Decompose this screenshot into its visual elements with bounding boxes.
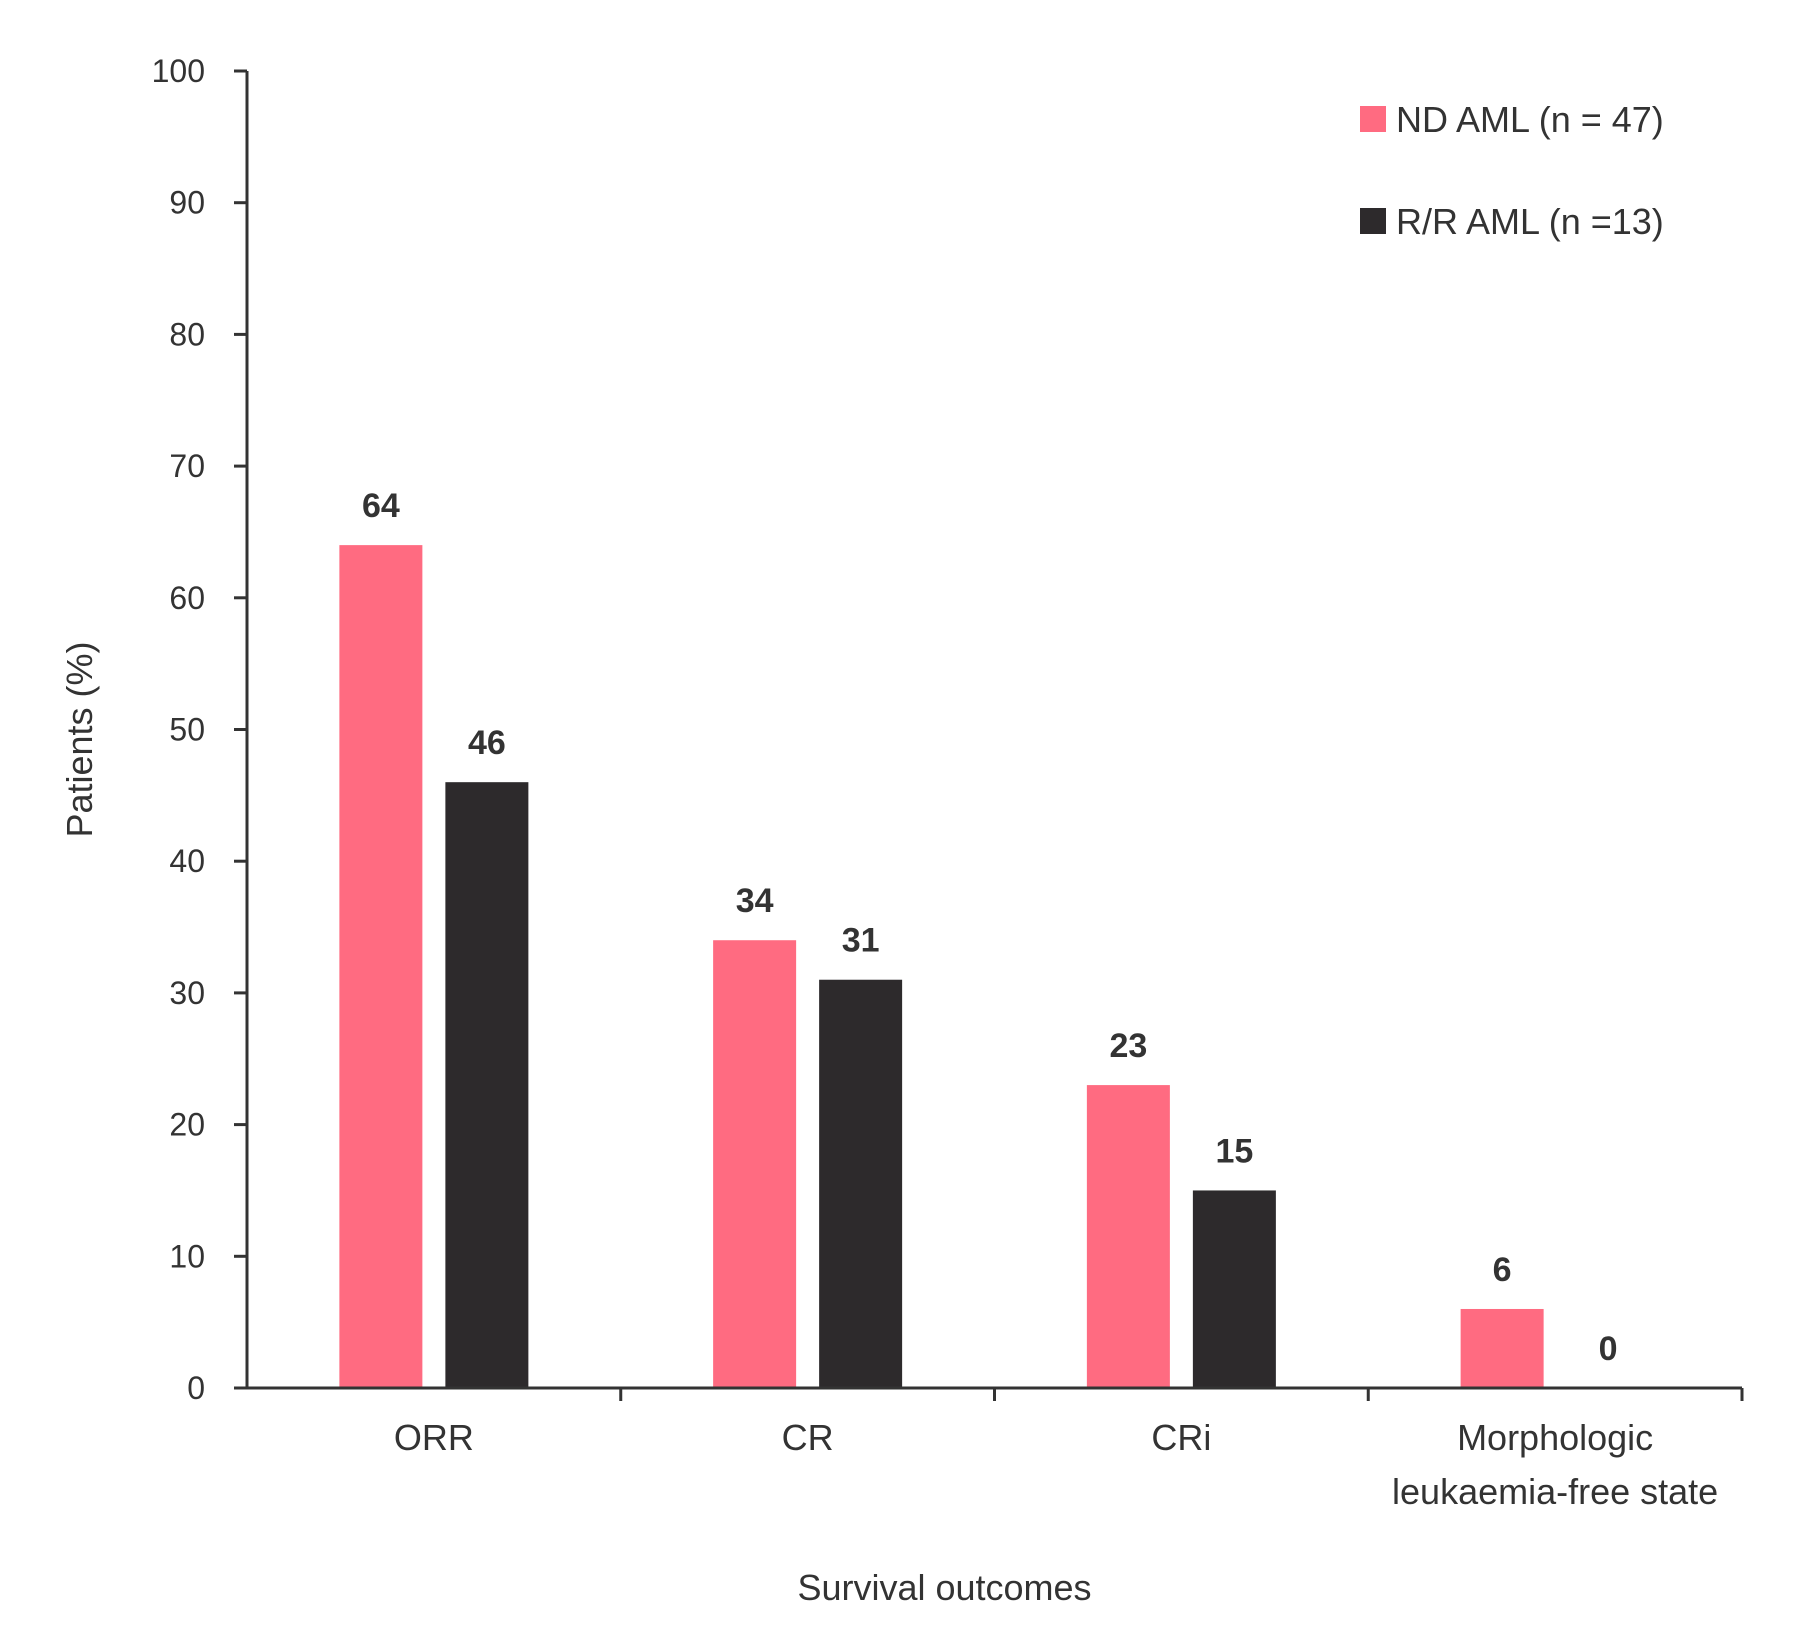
category-label-line: leukaemia-free state [1392,1471,1718,1512]
y-axis-title: Patients (%) [59,641,100,837]
y-tick-label: 30 [169,975,205,1011]
bar [445,782,529,1388]
y-axis-ticks: 0 10 20 30 40 50 60 70 80 90 100 [152,53,247,1406]
y-tick-label: 90 [169,185,205,221]
bar [1192,1190,1276,1388]
category-label-line: Morphologic [1457,1417,1653,1458]
category-label: ORR [394,1417,474,1458]
legend-swatch [1360,106,1386,132]
bar [713,940,797,1388]
data-labels: 64 46 34 31 23 15 6 0 [362,487,1618,1368]
bar [819,979,903,1388]
y-tick-label: 80 [169,316,205,352]
category-label-line: CRi [1151,1417,1211,1458]
category-labels: ORR CR CRi Morphologic leukaemia-free state [394,1417,1718,1512]
y-tick-label: 20 [169,1107,205,1143]
x-axis-ticks [619,1388,1744,1401]
data-label: 6 [1493,1251,1512,1289]
data-label: 0 [1599,1330,1618,1368]
data-label: 64 [362,487,400,525]
y-tick-label: 100 [152,53,205,89]
data-label: 31 [842,922,880,960]
y-tick-label: 60 [169,580,205,616]
y-tick-label: 0 [187,1370,205,1406]
category-label: CRi [1151,1417,1211,1458]
y-tick-label: 50 [169,712,205,748]
category-label-line: ORR [394,1417,474,1458]
category-label: Morphologic leukaemia-free state [1392,1417,1718,1512]
bar [1086,1085,1170,1388]
category-label-line: CR [782,1417,834,1458]
data-label: 15 [1215,1132,1253,1170]
data-label: 23 [1109,1027,1147,1065]
legend: ND AML (n = 47) R/R AML (n =13) [1360,99,1664,242]
bar [339,545,423,1388]
bar [1460,1308,1544,1388]
y-tick-label: 40 [169,843,205,879]
data-label: 34 [736,882,774,920]
bar-series [339,545,1544,1388]
legend-swatch [1360,208,1386,234]
data-label: 46 [468,724,506,762]
legend-label: ND AML (n = 47) [1396,99,1664,140]
y-tick-label: 10 [169,1238,205,1274]
category-label: CR [782,1417,834,1458]
legend-label: R/R AML (n =13) [1396,201,1664,242]
y-tick-label: 70 [169,448,205,484]
x-axis-title: Survival outcomes [797,1567,1091,1608]
